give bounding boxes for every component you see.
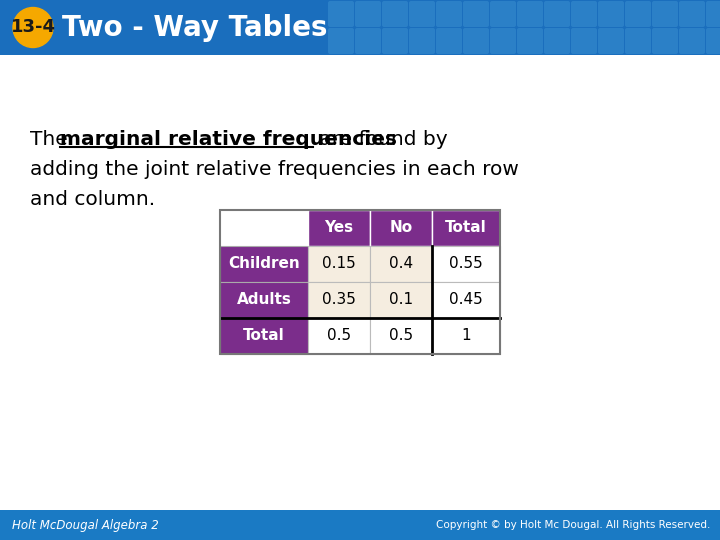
- Circle shape: [13, 8, 53, 48]
- FancyBboxPatch shape: [571, 1, 597, 27]
- FancyBboxPatch shape: [463, 28, 489, 54]
- FancyBboxPatch shape: [463, 1, 489, 27]
- Text: Two - Way Tables: Two - Way Tables: [62, 14, 328, 42]
- FancyBboxPatch shape: [652, 28, 678, 54]
- FancyBboxPatch shape: [517, 28, 543, 54]
- Bar: [370, 246, 432, 282]
- Text: 0.5: 0.5: [327, 328, 351, 343]
- Bar: [370, 210, 432, 246]
- FancyBboxPatch shape: [652, 1, 678, 27]
- FancyBboxPatch shape: [328, 28, 354, 54]
- FancyBboxPatch shape: [355, 1, 381, 27]
- Text: Copyright © by Holt Mc Dougal. All Rights Reserved.: Copyright © by Holt Mc Dougal. All Right…: [436, 520, 710, 530]
- Text: 0.55: 0.55: [449, 256, 483, 272]
- FancyBboxPatch shape: [409, 28, 435, 54]
- FancyBboxPatch shape: [625, 1, 651, 27]
- Text: No: No: [390, 220, 413, 235]
- Text: 13-4: 13-4: [11, 18, 55, 37]
- FancyBboxPatch shape: [571, 28, 597, 54]
- FancyBboxPatch shape: [382, 28, 408, 54]
- FancyBboxPatch shape: [490, 28, 516, 54]
- FancyBboxPatch shape: [436, 28, 462, 54]
- FancyBboxPatch shape: [598, 28, 624, 54]
- Text: Total: Total: [243, 328, 285, 343]
- Text: 1: 1: [462, 328, 471, 343]
- Text: 0.4: 0.4: [389, 256, 413, 272]
- Text: Total: Total: [445, 220, 487, 235]
- Text: adding the joint relative frequencies in each row: adding the joint relative frequencies in…: [30, 160, 519, 179]
- Bar: [432, 318, 500, 354]
- Bar: [432, 210, 500, 246]
- FancyBboxPatch shape: [382, 1, 408, 27]
- FancyBboxPatch shape: [328, 1, 354, 27]
- Text: The: The: [30, 130, 74, 149]
- Text: Children: Children: [228, 256, 300, 272]
- FancyBboxPatch shape: [706, 1, 720, 27]
- Bar: [308, 210, 370, 246]
- FancyBboxPatch shape: [706, 28, 720, 54]
- FancyBboxPatch shape: [679, 28, 705, 54]
- Text: 0.5: 0.5: [389, 328, 413, 343]
- Text: 0.1: 0.1: [389, 293, 413, 307]
- Bar: [220, 282, 308, 318]
- FancyBboxPatch shape: [625, 28, 651, 54]
- Text: Holt McDougal Algebra 2: Holt McDougal Algebra 2: [12, 518, 158, 531]
- FancyBboxPatch shape: [544, 1, 570, 27]
- Text: marginal relative frequencies: marginal relative frequencies: [60, 130, 397, 149]
- Bar: [308, 246, 370, 282]
- Bar: [370, 318, 432, 354]
- FancyBboxPatch shape: [436, 1, 462, 27]
- FancyBboxPatch shape: [355, 28, 381, 54]
- Text: are found by: are found by: [313, 130, 448, 149]
- Text: Adults: Adults: [237, 293, 292, 307]
- FancyBboxPatch shape: [544, 28, 570, 54]
- Bar: [220, 210, 500, 354]
- Text: 0.35: 0.35: [322, 293, 356, 307]
- FancyBboxPatch shape: [490, 1, 516, 27]
- Text: 0.45: 0.45: [449, 293, 483, 307]
- Text: and column.: and column.: [30, 190, 155, 209]
- Bar: [308, 318, 370, 354]
- Bar: [432, 246, 500, 282]
- Bar: [432, 282, 500, 318]
- Text: 0.15: 0.15: [322, 256, 356, 272]
- Bar: [220, 318, 308, 354]
- Text: Yes: Yes: [325, 220, 354, 235]
- Bar: [308, 282, 370, 318]
- FancyBboxPatch shape: [679, 1, 705, 27]
- FancyBboxPatch shape: [409, 1, 435, 27]
- FancyBboxPatch shape: [598, 1, 624, 27]
- Bar: [220, 246, 308, 282]
- Bar: [370, 282, 432, 318]
- FancyBboxPatch shape: [517, 1, 543, 27]
